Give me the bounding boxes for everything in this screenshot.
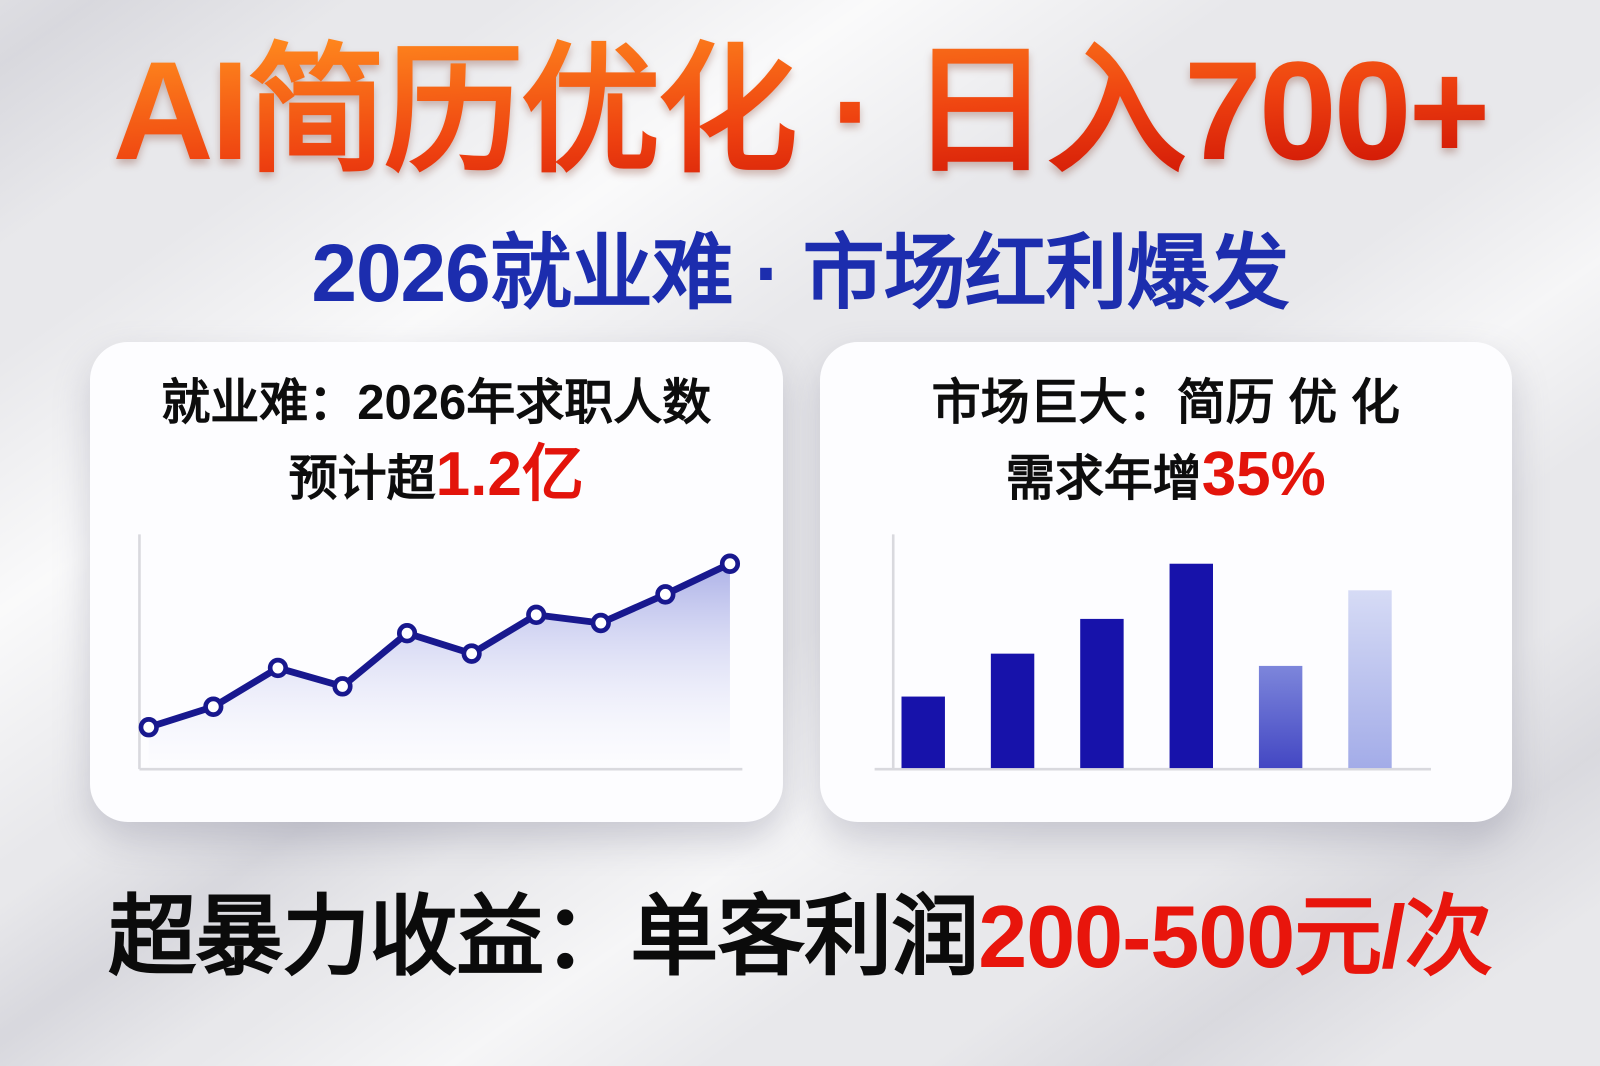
bar-chart xyxy=(856,526,1477,788)
right-card-heading-line2: 需求年增35% xyxy=(856,435,1477,514)
footer-banner: 超暴力收益：单客利润200-500元/次 xyxy=(0,866,1600,993)
left-card-heading-line1: 就业难：2026年求职人数 xyxy=(161,376,712,430)
page-subtitle: 2026就业难 · 市场红利爆发 xyxy=(311,228,1289,319)
left-card-heading-line2: 预计超1.2亿 xyxy=(126,435,747,514)
left-card-job-seekers: 就业难：2026年求职人数 预计超1.2亿 xyxy=(90,342,783,822)
right-card-highlight-value: 35% xyxy=(1201,439,1326,509)
page-title: AI简历优化 · 日入700+ xyxy=(0,34,1600,188)
right-card-heading-prefix: 需求年增 xyxy=(1005,451,1202,506)
footer-prefix: 超暴力收益：单客利润 xyxy=(108,887,979,986)
left-card-heading-prefix: 预计超 xyxy=(288,451,436,506)
footer-highlight: 200-500元/次 xyxy=(978,887,1492,986)
right-card-market-demand: 市场巨大：简历 优 化 需求年增35% xyxy=(819,342,1512,822)
right-card-heading-line1: 市场巨大：简历 优 化 xyxy=(931,376,1400,430)
line-chart xyxy=(126,526,747,788)
cards-row: 就业难：2026年求职人数 预计超1.2亿 市场巨大：简历 优 化 需求年增35… xyxy=(90,342,1512,822)
left-card-highlight-value: 1.2亿 xyxy=(435,439,584,509)
